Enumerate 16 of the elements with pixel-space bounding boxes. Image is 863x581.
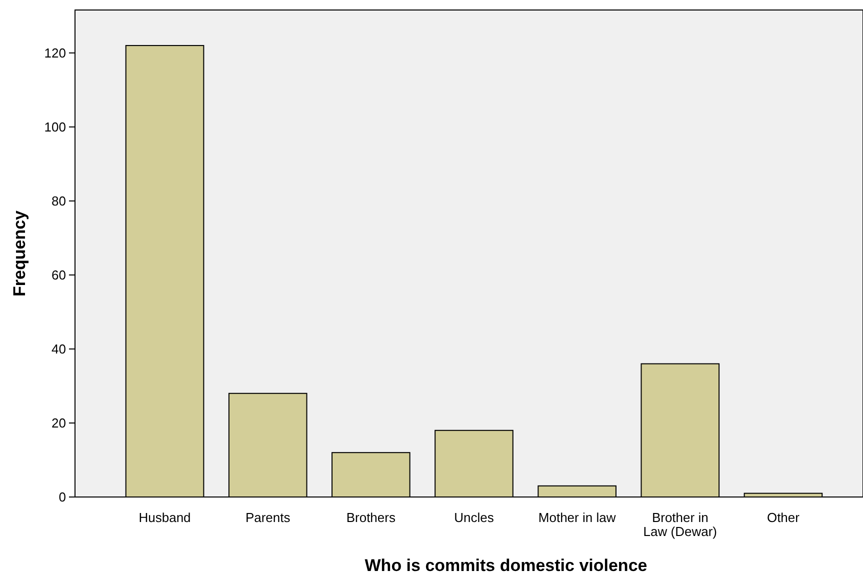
y-tick-label: 80 <box>52 194 66 208</box>
y-tick-label: 100 <box>44 119 66 134</box>
x-tick-label: Other <box>766 510 800 525</box>
x-tick-label: Brothers <box>346 510 396 525</box>
x-tick-label: Uncles <box>454 510 494 525</box>
y-tick-label: 20 <box>52 416 66 431</box>
y-tick-label: 60 <box>52 268 66 283</box>
x-axis-title: Who is commits domestic violence <box>364 556 648 575</box>
y-tick-label: 0 <box>58 490 66 505</box>
y-tick-label: 120 <box>44 45 66 60</box>
x-tick-label: Husband <box>138 510 191 525</box>
y-axis-title: Frequency <box>10 210 29 296</box>
x-tick-label: Brother in Law (Dewar) <box>643 510 717 539</box>
y-tick-label: 40 <box>52 342 66 357</box>
x-tick-label: Parents <box>245 510 291 525</box>
x-tick-label: Mother in law <box>538 510 616 525</box>
